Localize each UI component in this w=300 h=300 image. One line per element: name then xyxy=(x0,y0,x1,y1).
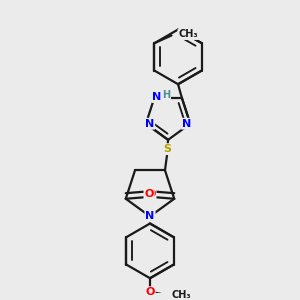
Text: N: N xyxy=(152,92,161,102)
Text: S: S xyxy=(164,144,172,154)
Text: CH₃: CH₃ xyxy=(172,290,191,300)
Text: N: N xyxy=(182,119,191,129)
Text: O: O xyxy=(144,189,154,200)
Text: H: H xyxy=(162,89,170,100)
Text: CH₃: CH₃ xyxy=(178,29,198,39)
Text: O: O xyxy=(146,189,156,200)
Text: N: N xyxy=(145,119,154,129)
Text: N: N xyxy=(146,212,154,221)
Text: O: O xyxy=(145,287,155,297)
